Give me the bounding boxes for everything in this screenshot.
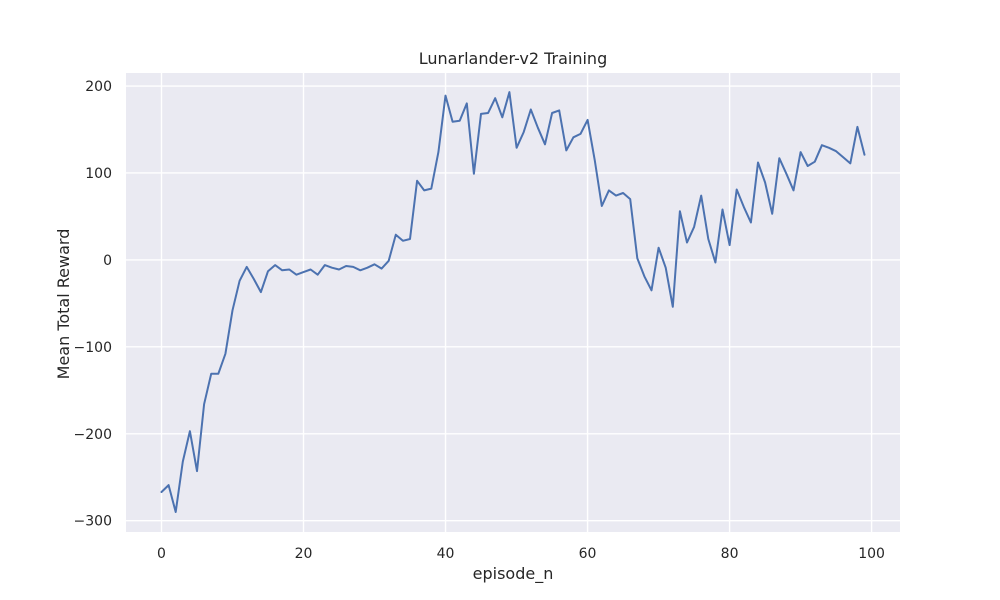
y-tick-labels: −300 −200 −100 0 100 200 xyxy=(74,79,112,530)
plot-area xyxy=(126,73,900,532)
x-tick-label: 20 xyxy=(295,546,313,562)
gridlines xyxy=(126,73,900,532)
y-tick-label: 0 xyxy=(103,253,112,269)
y-tick-label: −300 xyxy=(74,514,112,530)
x-tick-labels: 0 20 40 60 80 100 xyxy=(157,546,885,562)
x-tick-label: 60 xyxy=(579,546,597,562)
x-tick-label: 100 xyxy=(858,546,885,562)
x-tick-label: 0 xyxy=(157,546,166,562)
x-tick-label: 80 xyxy=(721,546,739,562)
y-axis-label: Mean Total Reward xyxy=(54,229,73,380)
y-tick-label: −200 xyxy=(74,427,112,443)
y-tick-label: −100 xyxy=(74,340,112,356)
x-tick-label: 40 xyxy=(437,546,455,562)
y-tick-label: 100 xyxy=(85,166,112,182)
series-line xyxy=(160,91,866,513)
y-tick-label: 200 xyxy=(85,79,112,95)
x-axis-label: episode_n xyxy=(473,564,554,584)
chart-title: Lunarlander-v2 Training xyxy=(419,49,607,68)
